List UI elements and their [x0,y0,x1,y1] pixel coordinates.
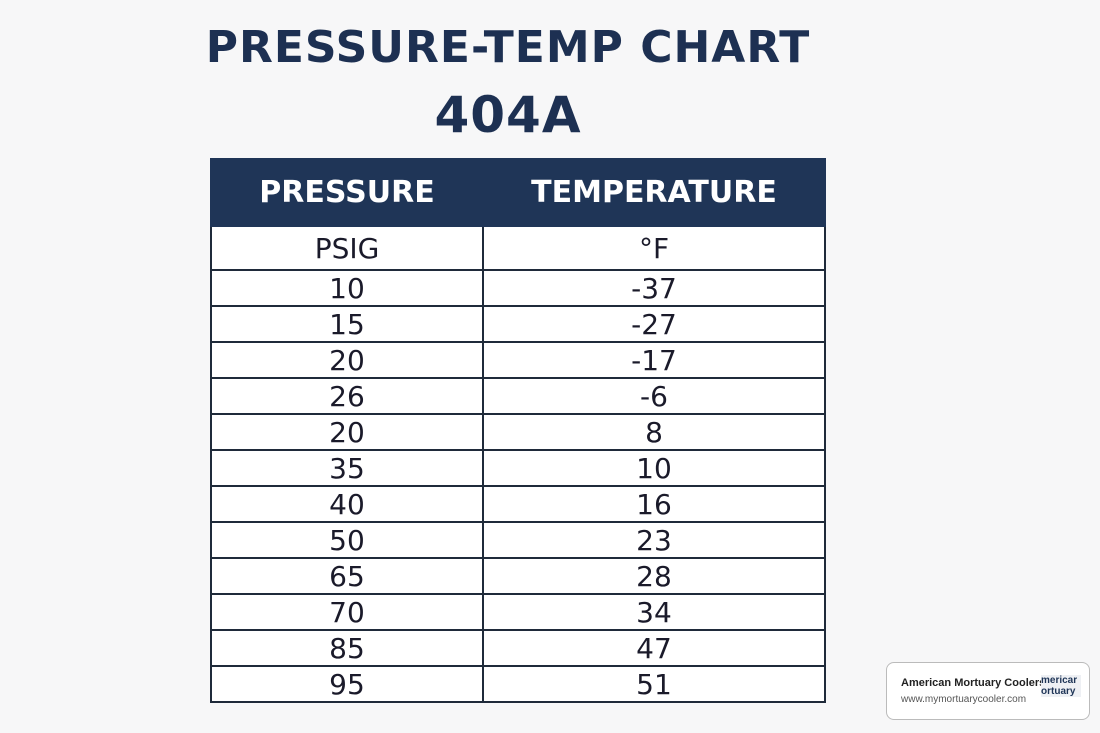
column-header: TEMPERATURE [482,158,826,227]
temperature-cell: -27 [482,305,826,343]
pressure-cell: 40 [210,485,484,523]
temperature-cell: 51 [482,665,826,703]
data-row: 20 8 [210,413,826,451]
subtitle: 404A [434,86,582,144]
watermark-url: www.mymortuarycooler.com [901,694,1027,705]
pressure-cell: 50 [210,521,484,559]
pressure-cell: 15 [210,305,484,343]
temperature-cell: 8 [482,413,826,451]
pressure-cell: 26 [210,377,484,415]
column-header: PRESSURE [210,158,484,227]
temperature-cell: 16 [482,485,826,523]
pressure-cell: 70 [210,593,484,631]
pressure-table: PRESSURE TEMPERATURE PSIG °F 10 -37 15 -27 2… [210,158,826,703]
temperature-cell: 10 [482,449,826,487]
logo-text: ortuary [1041,686,1076,697]
data-row: 15 -27 [210,305,826,343]
temperature-cell: 23 [482,521,826,559]
data-row: 35 10 [210,449,826,487]
header-row: PRESSURE TEMPERATURE [210,158,826,227]
data-row: 26 -6 [210,377,826,415]
pressure-cell: 35 [210,449,484,487]
temperature-cell: -17 [482,341,826,379]
pressure-cell: 20 [210,413,484,451]
data-row: 40 16 [210,485,826,523]
unit-cell: °F [482,225,826,271]
data-row: 20 -17 [210,341,826,379]
temperature-cell: -6 [482,377,826,415]
pressure-cell: 95 [210,665,484,703]
pressure-cell: 10 [210,269,484,307]
unit-row: PSIG °F [210,225,826,271]
watermark-name: American Mortuary Coolers [901,677,1046,689]
temperature-cell: 28 [482,557,826,595]
table-body: PSIG °F 10 -37 15 -27 20 -17 26 -6 20 8 35 10 40 16 50… [210,225,826,703]
temperature-cell: 47 [482,629,826,667]
unit-cell: PSIG [210,225,484,271]
data-row: 65 28 [210,557,826,595]
pressure-cell: 65 [210,557,484,595]
data-row: 50 23 [210,521,826,559]
logo-text: mericar [1041,675,1078,686]
data-row: 10 -37 [210,269,826,307]
watermark: American Mortuary Coolers www.mymortuary… [886,662,1090,720]
watermark-logo: mericar ortuary [1041,675,1081,697]
temperature-cell: -37 [482,269,826,307]
data-row: 85 47 [210,629,826,667]
data-row: 95 51 [210,665,826,703]
data-row: 70 34 [210,593,826,631]
temperature-cell: 34 [482,593,826,631]
pressure-cell: 85 [210,629,484,667]
title: PRESSURE-TEMP CHART [205,22,811,73]
pressure-cell: 20 [210,341,484,379]
